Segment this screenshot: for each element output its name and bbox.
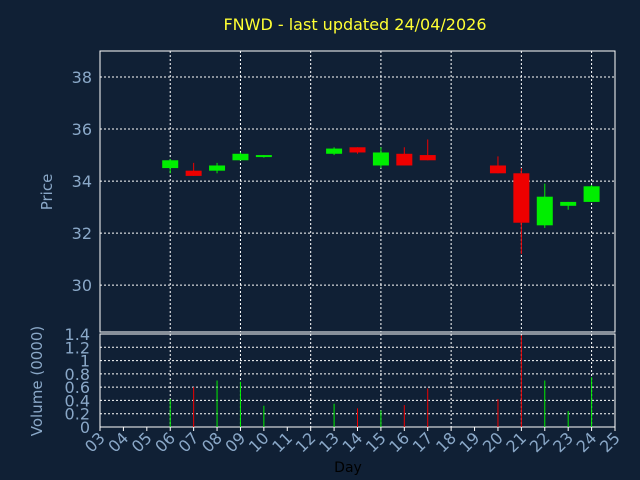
price-tick-label: 30 [72,276,92,295]
candle-body [232,153,249,161]
x-tick-label: 25 [596,428,624,456]
chart-title: FNWD - last updated 24/04/2026 [223,15,486,34]
volume-y-ticks: 00.20.40.60.811.21.4 [65,325,90,437]
volume-tick-label: 1.2 [65,338,90,357]
candle-body [536,196,553,226]
candle-body [513,173,530,223]
price-axis-label: Price [38,174,56,211]
candle-body [326,148,343,154]
candle-body [489,165,506,174]
price-plot-area [99,50,616,333]
candle-body [560,201,577,206]
candle-body [209,165,226,171]
volume-bars [169,335,593,427]
x-ticks: 0304050607080910111213141516171819202122… [81,427,624,456]
candle-body [372,152,389,166]
candle-body [185,170,202,176]
price-tick-label: 38 [72,68,92,87]
price-tick-label: 36 [72,120,92,139]
volume-tick-label: 0.4 [65,391,90,410]
candle-body [162,160,179,169]
price-tick-label: 32 [72,224,92,243]
volume-tick-label: 1.4 [65,325,90,344]
gridlines [100,51,615,428]
candle-body [583,186,600,202]
volume-tick-label: 0.2 [65,405,90,424]
candle-body [349,147,366,153]
price-tick-label: 34 [72,172,92,191]
volume-tick-label: 0 [80,418,90,437]
volume-axis-label: Volume (0000) [28,326,46,436]
x-axis-label: Day [334,460,362,476]
candle-body [419,155,436,161]
candle-body [255,155,272,158]
volume-tick-label: 0.6 [65,378,90,397]
candles [162,139,600,254]
price-y-ticks: 30 32 34 36 38 [72,68,92,295]
volume-tick-label: 1 [80,352,90,371]
volume-tick-label: 0.8 [65,365,90,384]
candle-body [396,153,413,166]
